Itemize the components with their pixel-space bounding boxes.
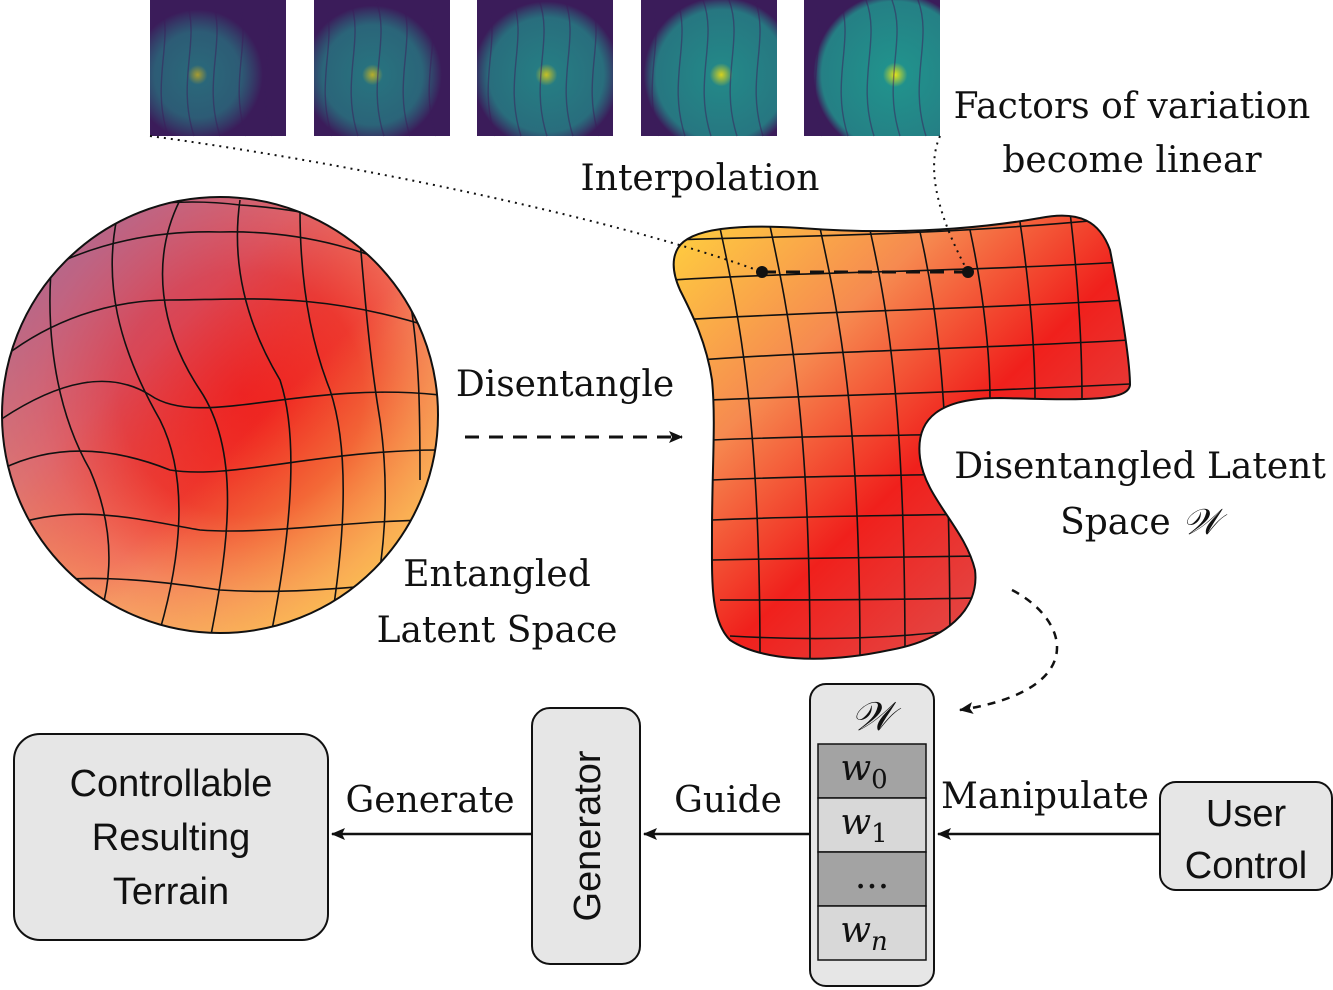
user-control-box: User Control (1159, 781, 1333, 891)
result-terrain-box: Controllable Resulting Terrain (13, 733, 329, 941)
disentangled-latent-sheet (672, 214, 1131, 660)
disentangled-label-line1: Disentangled Latent (954, 446, 1326, 487)
factors-label-line1: Factors of variation (954, 86, 1311, 127)
user-control-line2: Control (1185, 845, 1308, 887)
terrain-tile-2 (314, 0, 450, 137)
w-cell-label-3: wn (840, 910, 888, 957)
entangled-label-line1: Entangled (403, 554, 591, 595)
sheet-grid-lines (673, 215, 1130, 659)
w-cell-label-1: w1 (840, 802, 887, 849)
guide-label: Guide (674, 780, 782, 821)
generator-label: Generator (567, 750, 609, 921)
terrain-tile-3 (477, 0, 613, 137)
sheet-to-w-arrow (959, 588, 1059, 714)
w-cell-label-0: w0 (840, 748, 887, 795)
terrain-tile-5 (804, 0, 940, 137)
terrain-interpolation-strip (150, 0, 940, 137)
factors-label-line2: become linear (1002, 140, 1262, 181)
disentangle-label: Disentangle (456, 364, 674, 405)
result-line2: Resulting (92, 817, 250, 859)
w-cell-2 (817, 851, 927, 907)
interpolation-end-point (962, 266, 974, 278)
result-line3: Terrain (113, 871, 229, 913)
entangled-latent-sphere (1, 196, 439, 634)
entangled-label-line2: Latent Space (377, 610, 618, 651)
disentangled-label-line2: Space 𝒲 (1060, 502, 1228, 543)
terrain-tile-4 (641, 0, 777, 137)
w-cell-label-2: ... (855, 856, 889, 897)
w-cell-3 (817, 905, 927, 961)
interpolation-start-point (756, 266, 768, 278)
generator-box: Generator (531, 707, 641, 965)
manipulate-label: Manipulate (941, 776, 1149, 817)
generate-label: Generate (346, 780, 515, 821)
interpolation-label: Interpolation (581, 158, 820, 199)
interpolation-path (149, 135, 974, 278)
user-control-line1: User (1206, 793, 1287, 835)
terrain-tile-1 (150, 0, 286, 137)
tile-start-connector (149, 135, 763, 273)
result-line1: Controllable (70, 763, 273, 805)
